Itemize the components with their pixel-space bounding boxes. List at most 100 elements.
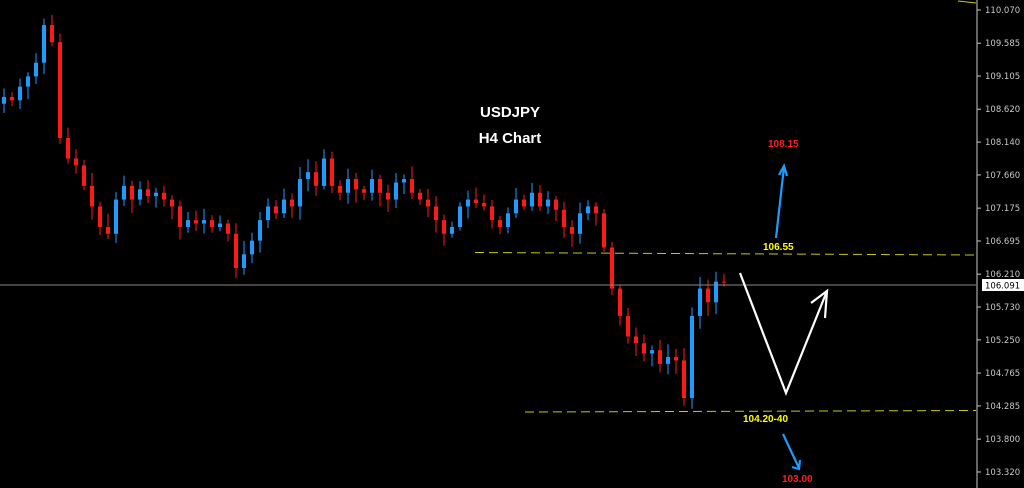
y-tick-label: 107.660 — [985, 171, 1020, 181]
candle-body — [522, 199, 526, 207]
candle — [26, 72, 30, 100]
candle-body — [434, 206, 438, 221]
candle — [314, 161, 318, 196]
candle — [426, 188, 430, 218]
candle — [290, 193, 294, 218]
candle-body — [50, 25, 54, 43]
chart-title: USDJPY — [480, 104, 540, 121]
y-tick-label: 105.730 — [985, 303, 1020, 313]
candle-body — [450, 226, 454, 234]
candle-body — [74, 158, 78, 166]
candle — [434, 196, 438, 233]
candle-body — [426, 199, 430, 207]
resistance-level-line — [474, 252, 977, 256]
candle-body — [698, 288, 702, 316]
candle-body — [386, 192, 390, 200]
candle-body — [226, 223, 230, 234]
candle-body — [66, 137, 70, 159]
candle — [138, 181, 142, 206]
candle-body — [666, 356, 670, 364]
candle — [610, 242, 614, 296]
candle — [634, 327, 638, 357]
candle — [546, 191, 550, 215]
candle-body — [706, 288, 710, 303]
candle-body — [442, 220, 446, 234]
candle — [178, 200, 182, 240]
candle — [74, 149, 78, 174]
candle — [66, 127, 70, 164]
candle — [706, 279, 710, 316]
candle — [626, 307, 630, 344]
candle-body — [2, 96, 6, 104]
arrow-down-blue-icon — [782, 433, 802, 471]
candle — [58, 33, 62, 144]
y-tick-label: 107.175 — [985, 204, 1020, 214]
candle — [130, 180, 134, 214]
candle — [170, 195, 174, 220]
candle — [442, 214, 446, 246]
candle — [386, 184, 390, 212]
candle-body — [402, 179, 406, 183]
candle — [226, 219, 230, 242]
candle — [50, 14, 54, 47]
top-level-line — [957, 0, 977, 4]
candle-body — [410, 179, 414, 193]
candle-body — [218, 223, 222, 227]
candle-body — [234, 233, 238, 269]
candle-body — [538, 192, 542, 207]
candle — [362, 185, 366, 200]
candle-body — [490, 206, 494, 221]
candle-body — [658, 350, 662, 364]
candle — [658, 339, 662, 373]
arrow-v-white-icon — [738, 272, 829, 397]
candle — [570, 220, 574, 247]
candle-body — [210, 220, 214, 227]
candle — [250, 232, 254, 263]
candle-body — [42, 25, 46, 63]
candle — [642, 334, 646, 362]
candle-body — [282, 199, 286, 214]
candle — [82, 160, 86, 190]
candle-body — [338, 185, 342, 193]
candle — [202, 208, 206, 234]
candle-body — [602, 213, 606, 248]
candle — [274, 200, 278, 220]
candle — [618, 284, 622, 326]
candle-body — [146, 189, 150, 197]
candle-body — [290, 199, 294, 207]
candle-body — [354, 179, 358, 190]
candle-body — [138, 189, 142, 200]
candle-body — [498, 220, 502, 227]
candle-body — [58, 42, 62, 138]
target-down-label: 103.00 — [782, 474, 813, 485]
candle-body — [82, 165, 86, 186]
candle — [322, 149, 326, 190]
candle-body — [306, 172, 310, 180]
candle-body — [530, 192, 534, 207]
candle — [114, 191, 118, 243]
candle — [18, 78, 22, 109]
candle — [450, 221, 454, 238]
candle — [530, 182, 534, 211]
candle-body — [594, 206, 598, 214]
candle-body — [258, 220, 262, 241]
candle — [506, 207, 510, 234]
candle-body — [90, 185, 94, 207]
candle-body — [362, 189, 366, 193]
candle — [186, 211, 190, 233]
candle — [722, 273, 726, 287]
candle-body — [482, 203, 486, 207]
candle — [234, 223, 238, 279]
candle — [578, 202, 582, 244]
y-tick-label: 106.695 — [985, 237, 1020, 247]
candle-body — [346, 179, 350, 193]
candle — [146, 180, 150, 203]
candle — [122, 175, 126, 206]
candle — [346, 168, 350, 204]
y-tick-label: 109.105 — [985, 72, 1020, 82]
candle — [90, 172, 94, 220]
candle-body — [178, 206, 182, 227]
y-tick-label: 103.320 — [985, 468, 1020, 478]
candle-body — [650, 350, 654, 354]
